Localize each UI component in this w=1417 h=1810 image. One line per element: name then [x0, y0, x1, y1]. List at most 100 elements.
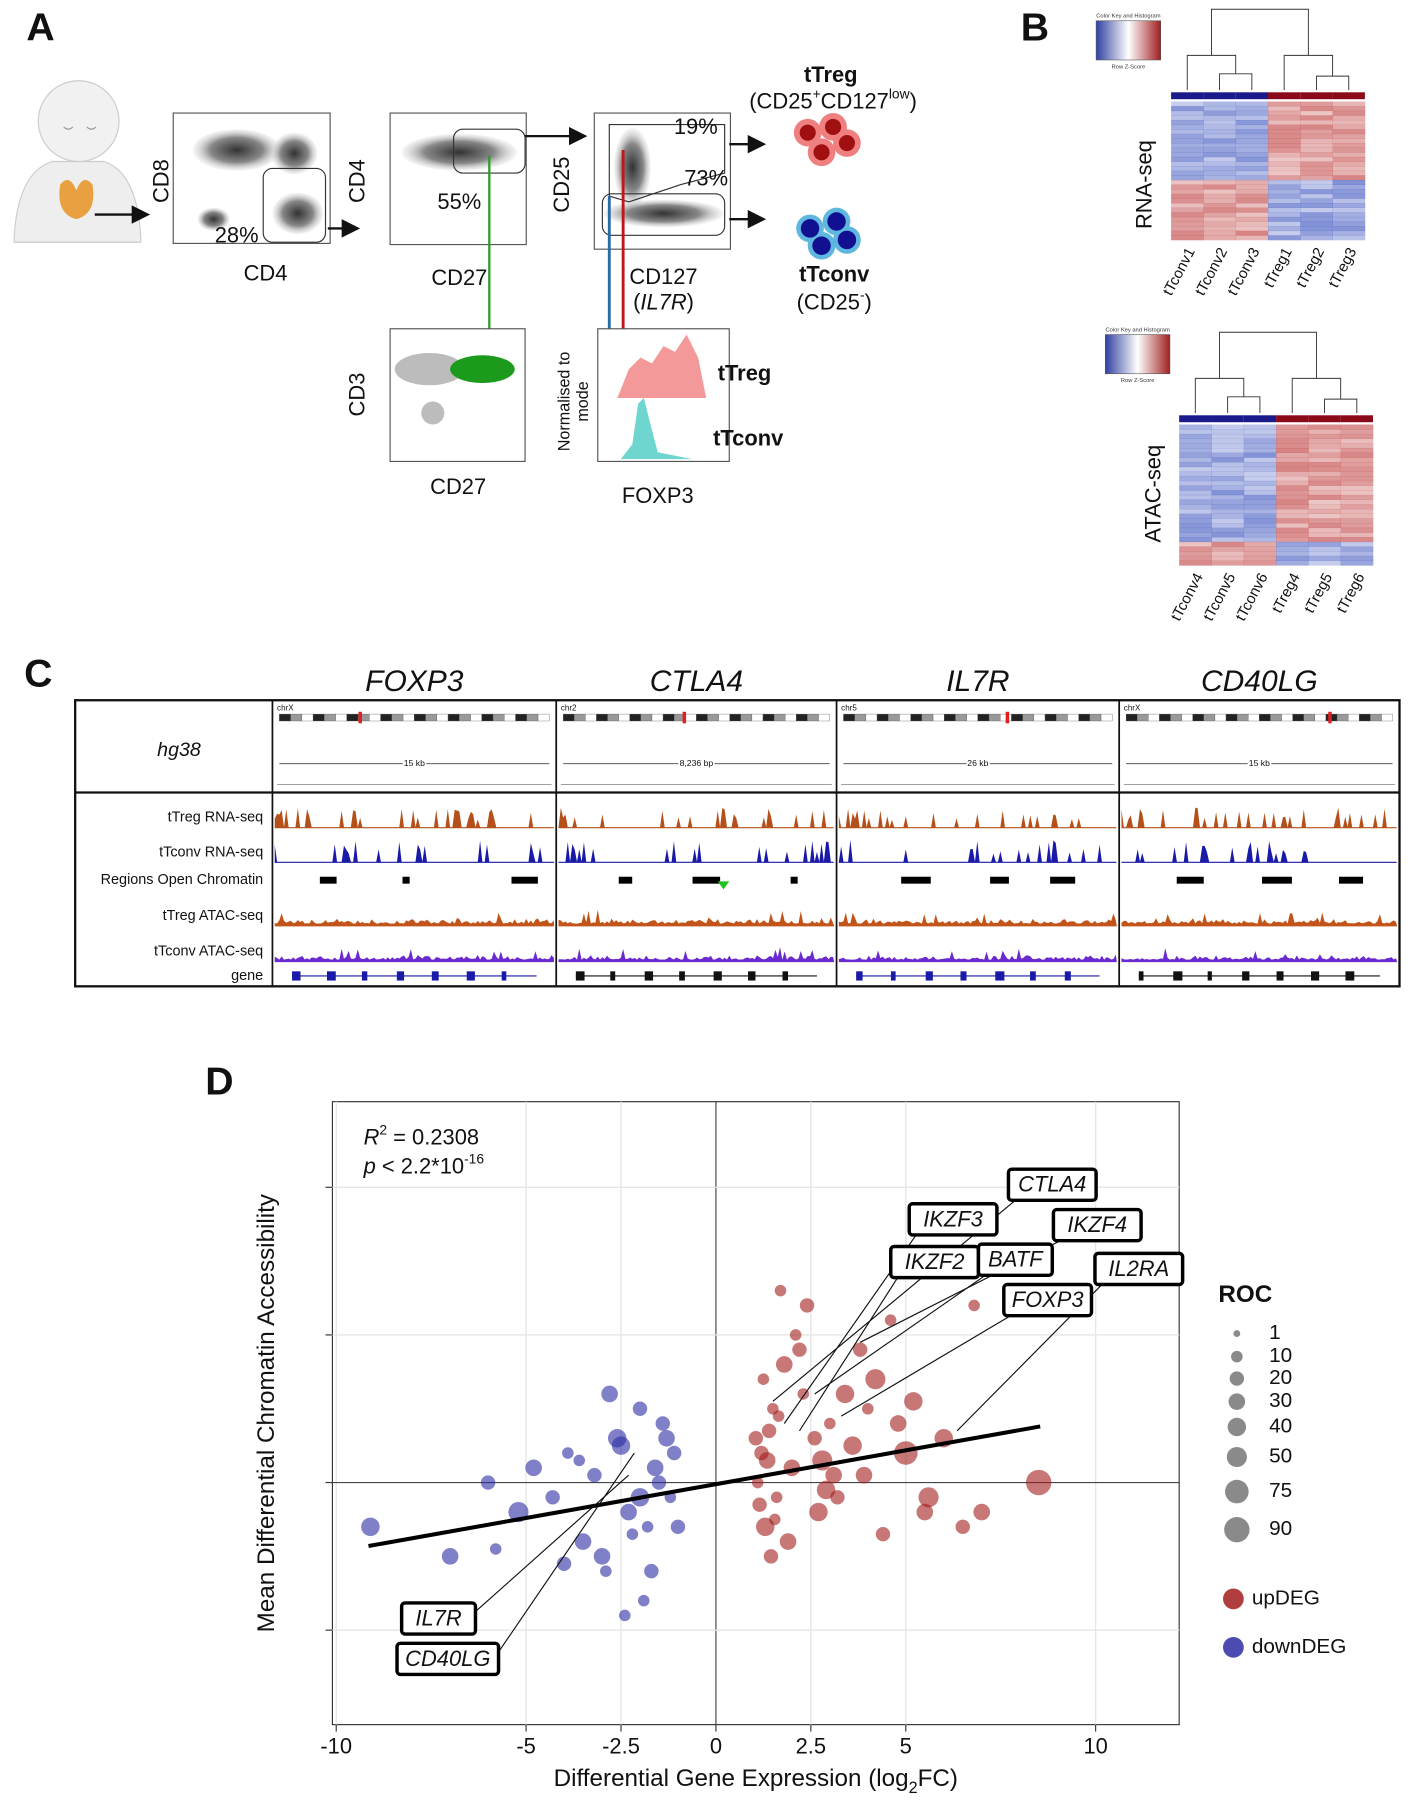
legend-label: 90: [1269, 1517, 1292, 1540]
data-point: [601, 1385, 618, 1403]
ideogram-band: [562, 713, 575, 722]
heatmap-cell: [1243, 518, 1277, 524]
heatmap-cell: [1267, 156, 1301, 162]
heatmap-cell: [1235, 101, 1269, 107]
exon: [1064, 971, 1071, 981]
heatmap-cell: [1203, 124, 1237, 130]
ideogram-band: [696, 713, 708, 722]
track-label: tTconv ATAC-seq: [154, 944, 263, 960]
heatmap-cell: [1211, 513, 1245, 519]
ideogram-band: [1089, 713, 1102, 722]
data-point: [644, 1563, 659, 1579]
data-point: [770, 1491, 783, 1504]
heatmap-cell: [1243, 429, 1277, 435]
heatmap-cell: [1203, 189, 1237, 195]
ideogram-band: [751, 713, 764, 722]
ideogram-band: [574, 713, 586, 722]
ideogram-band: [515, 713, 527, 722]
track-label: tTreg RNA-seq: [168, 810, 264, 826]
text-part: FC): [918, 1765, 958, 1792]
heatmap-cell: [1332, 129, 1366, 135]
ideogram-band: [1303, 713, 1316, 722]
color-key: [1105, 334, 1171, 375]
legend-label: downDEG: [1252, 1635, 1347, 1658]
leader-line: [840, 1315, 1012, 1417]
sample-bar: [1179, 415, 1212, 423]
heatmap-cell: [1340, 476, 1374, 482]
ideogram-band: [369, 713, 381, 722]
sample-bar: [1171, 92, 1204, 100]
heatmap-cell: [1203, 198, 1237, 204]
signal-track: [274, 840, 554, 863]
heatmap-cell: [1171, 189, 1204, 195]
heatmap-cell: [1300, 230, 1333, 236]
heatmap-cell: [1171, 235, 1204, 241]
heatmap-cell: [1340, 424, 1374, 430]
legend-size: [1229, 1371, 1245, 1386]
heatmap-cell: [1300, 156, 1333, 162]
data-point: [593, 1548, 611, 1565]
exon: [748, 971, 756, 981]
heatmap-cell: [1235, 129, 1269, 135]
heatmap-cell: [1203, 147, 1237, 153]
stat-text: p < 2.2*10-16: [363, 1150, 485, 1178]
heatmap-cell: [1179, 546, 1212, 552]
heatmap-cell: [1332, 152, 1366, 158]
ideogram-band: [585, 713, 597, 722]
exon: [1138, 971, 1144, 981]
heatmap-cell: [1340, 490, 1374, 496]
signal-track: [1121, 841, 1398, 863]
data-point: [904, 1392, 923, 1411]
track-label: tTreg ATAC-seq: [163, 908, 264, 924]
label-box: [399, 1601, 478, 1636]
heatmap-cell: [1243, 513, 1277, 519]
open-region: [1262, 876, 1292, 884]
heatmap-cell: [1332, 161, 1366, 167]
heatmap-cell: [1243, 471, 1277, 477]
heatmap-cell: [1300, 184, 1333, 190]
heatmap-cell: [1203, 133, 1237, 139]
heatmap-cell: [1332, 216, 1366, 222]
heatmap-cell: [1203, 166, 1237, 172]
ideogram-band: [988, 713, 1001, 722]
signal-track: [1121, 912, 1398, 927]
heatmap-cell: [1267, 179, 1301, 185]
heatmap-cell: [1267, 226, 1301, 232]
gate-percent: 28%: [215, 222, 259, 247]
ideogram-band: [1159, 713, 1171, 722]
heatmap-cell: [1340, 537, 1374, 543]
heatmap-cell: [1171, 198, 1204, 204]
heatmap-cell: [1203, 216, 1237, 222]
heatmap-cell: [1332, 143, 1366, 149]
heatmap-cell: [1267, 143, 1301, 149]
ideogram-band: [966, 713, 979, 722]
heatmap-cell: [1340, 462, 1374, 468]
heatmap-cell: [1267, 216, 1301, 222]
heatmap-cell: [1171, 166, 1204, 172]
heatmap-cell: [1276, 560, 1309, 566]
heatmap-cell: [1267, 184, 1301, 190]
gene-label: FOXP3: [1012, 1287, 1084, 1312]
heatmap-cell: [1203, 138, 1237, 144]
heatmap-cell: [1308, 551, 1342, 557]
heatmap-cell: [1300, 101, 1333, 107]
heatmap-cell: [1308, 438, 1342, 444]
heatmap-cell: [1340, 494, 1374, 500]
ideogram-band: [402, 713, 415, 722]
ideogram-band: [1100, 713, 1113, 722]
heatmap-cell: [1235, 175, 1269, 181]
heatmap-cell: [1267, 138, 1301, 144]
heatmap-cell: [1308, 466, 1342, 472]
heatmap-cell: [1340, 438, 1374, 444]
dendrogram: [1194, 331, 1358, 413]
ideogram-band: [1078, 713, 1091, 722]
color-key-title: Color Key and Histogram: [1106, 327, 1170, 333]
data-point: [489, 1543, 502, 1555]
ideogram-band: [607, 713, 619, 722]
exon: [995, 971, 1005, 981]
heatmap-cell: [1235, 138, 1269, 144]
text-part: ): [865, 289, 872, 314]
heatmap-cell: [1243, 490, 1277, 496]
open-region: [511, 876, 538, 884]
gate-percent: 73%: [684, 166, 728, 191]
